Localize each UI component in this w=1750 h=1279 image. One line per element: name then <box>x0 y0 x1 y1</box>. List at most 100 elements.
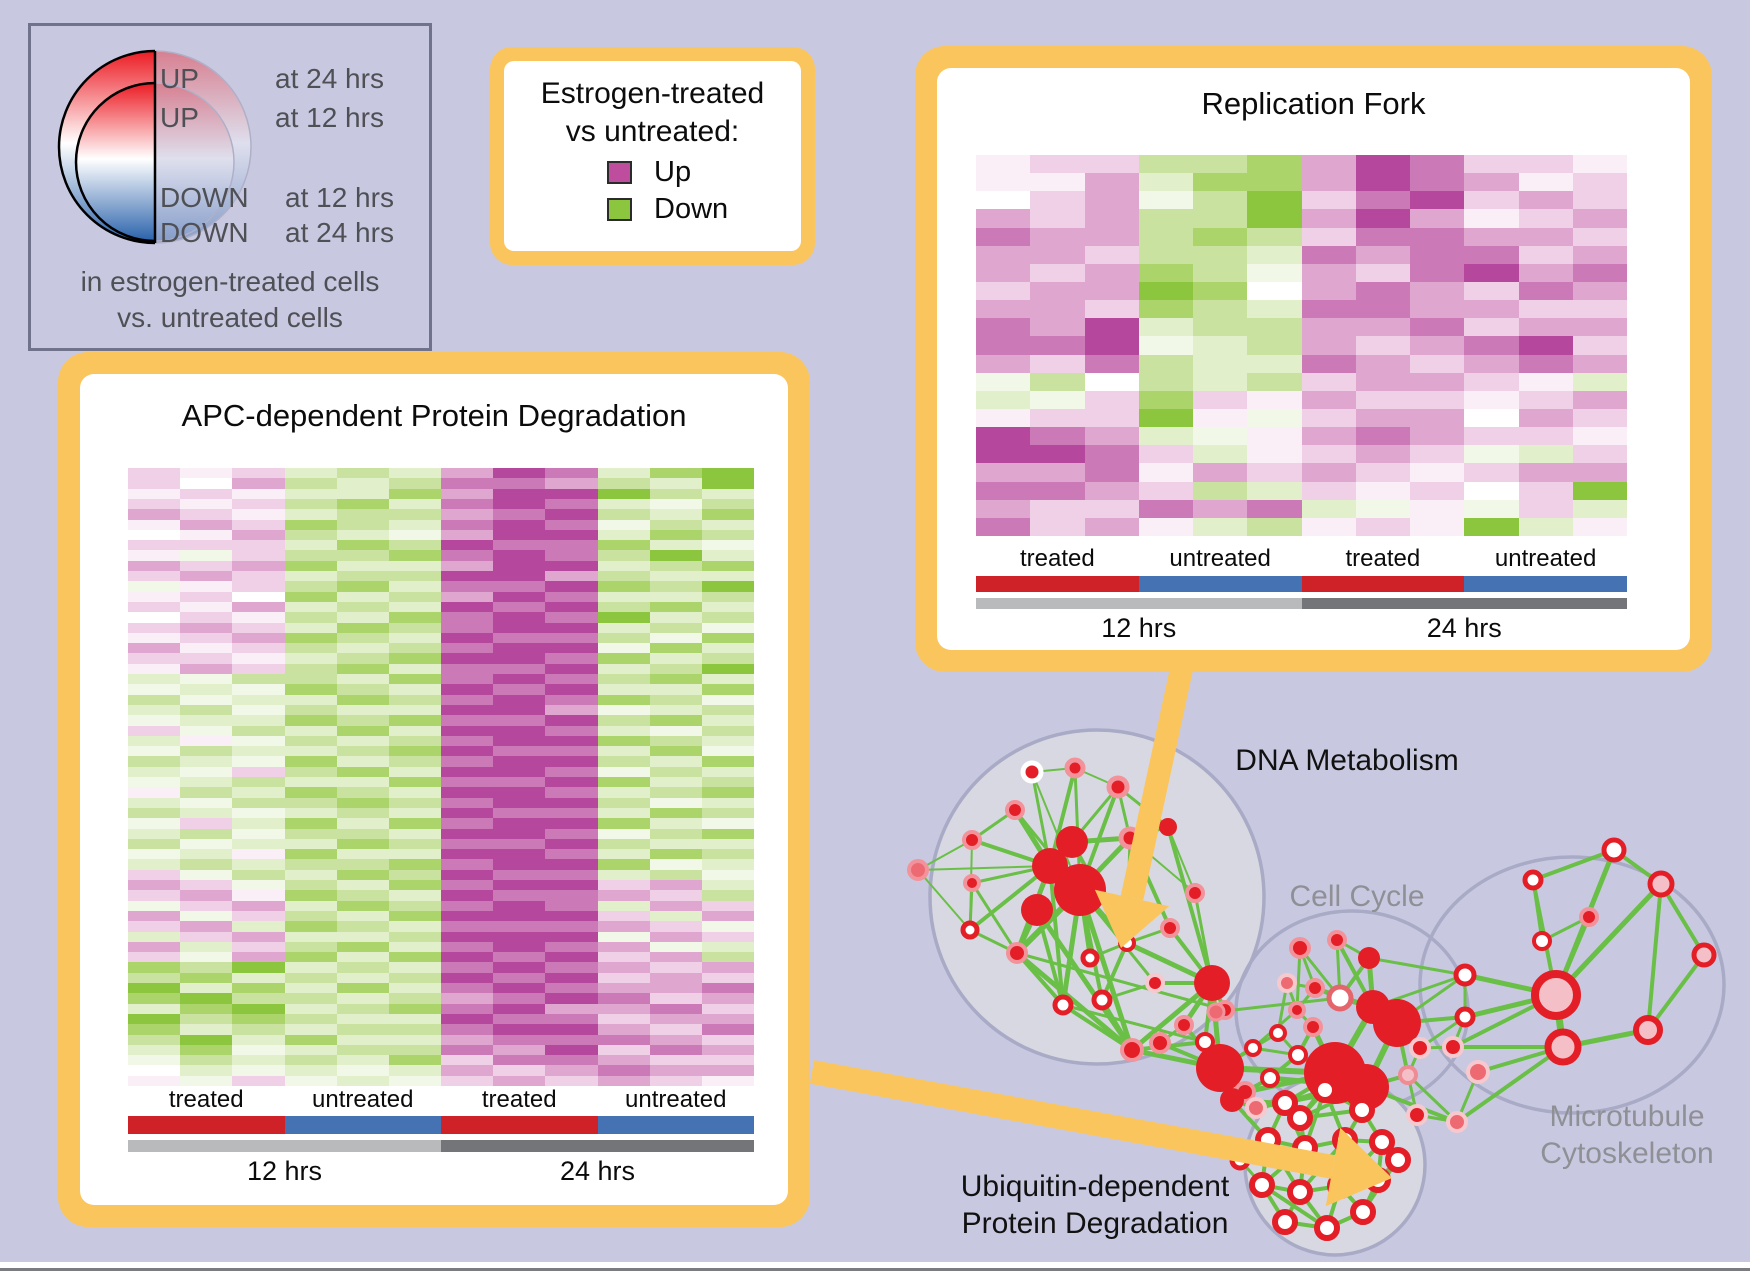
heatmap-cell <box>493 632 546 644</box>
heatmap-cell <box>180 612 233 623</box>
heatmap-cell <box>1301 372 1356 391</box>
heatmap-cell <box>180 1075 233 1086</box>
heatmap-cell <box>545 1024 598 1035</box>
heatmap-cell <box>1193 408 1248 428</box>
heatmap-cell <box>701 1075 754 1086</box>
heatmap-cell <box>976 372 1031 391</box>
heatmap-cell <box>232 807 285 819</box>
heatmap-cell <box>388 1075 441 1086</box>
heatmap-cell <box>701 921 754 932</box>
heatmap-cell <box>441 1024 494 1035</box>
heatmap-cell <box>1084 427 1139 446</box>
heatmap-cell <box>336 900 389 911</box>
heatmap-cell <box>649 519 702 530</box>
heatmap-cell <box>1138 427 1193 446</box>
heatmap-cell <box>441 1075 494 1086</box>
heatmap-cell <box>128 529 181 541</box>
heatmap-cell <box>1355 517 1410 536</box>
heatmap-cell <box>493 910 546 922</box>
heatmap-cell <box>388 993 441 1004</box>
heatmap-cell <box>180 838 233 850</box>
heatmap-cell <box>701 931 754 942</box>
heatmap-cell <box>545 972 598 983</box>
heatmap-cell <box>597 962 650 973</box>
heatmap-cell <box>1247 445 1302 464</box>
heatmap-cell <box>701 993 754 1004</box>
heatmap-cell <box>232 632 285 644</box>
heatmap-cell <box>232 787 285 798</box>
heatmap-cell <box>701 1034 754 1045</box>
heatmap-cell <box>545 1044 598 1056</box>
heatmap-cell <box>493 540 546 551</box>
heatmap-cell <box>284 1034 337 1045</box>
heatmap-cell <box>1030 390 1085 409</box>
heatmap-cell <box>388 601 441 613</box>
heatmap-cell <box>1355 463 1410 482</box>
heatmap-cell <box>128 1044 181 1056</box>
heatmap-cell <box>284 849 337 860</box>
heatmap-cell <box>649 684 702 695</box>
heatmap-cell <box>232 859 285 870</box>
heatmap-cell <box>1518 155 1573 174</box>
heatmap-cell <box>388 972 441 983</box>
heatmap-cell <box>336 797 389 808</box>
heatmap-cell <box>336 663 389 674</box>
heatmap-cell <box>597 540 650 551</box>
heatmap-cell <box>1193 517 1248 536</box>
heatmap-cell <box>1247 209 1302 228</box>
heatmap-cell <box>545 612 598 623</box>
heatmap-cell <box>128 735 181 747</box>
timepoint-label: 12 hrs <box>246 1156 323 1186</box>
heatmap-cell <box>1518 336 1573 355</box>
heatmap-cell <box>1030 372 1085 391</box>
heatmap-cell <box>388 591 441 602</box>
heatmap-cell <box>1572 354 1627 373</box>
heatmap-cell <box>493 622 546 633</box>
heatmap-cell <box>1301 354 1356 373</box>
heatmap-cell <box>493 900 546 911</box>
heatmap-cell <box>388 1013 441 1025</box>
heatmap-cell <box>1030 517 1085 536</box>
heatmap-cell <box>1518 481 1573 500</box>
heatmap-cell <box>976 155 1031 174</box>
heatmap-cell <box>336 869 389 880</box>
heatmap-cell <box>1464 445 1519 464</box>
heatmap-cell <box>1301 281 1356 301</box>
heatmap-cell <box>649 1044 702 1056</box>
heatmap-cell <box>180 880 233 891</box>
heatmap-cell <box>649 890 702 901</box>
column-group-label: treated <box>168 1086 244 1113</box>
heatmap-cell <box>545 1013 598 1025</box>
heatmap-cell <box>441 643 494 654</box>
heatmap-cell <box>336 488 389 499</box>
heatmap-cell <box>597 972 650 983</box>
replication-fork-panel: Replication Fork treated untreated treated… <box>915 46 1712 672</box>
heatmap-cell <box>232 509 285 520</box>
heatmap-cell <box>1572 390 1627 409</box>
heatmap-cell <box>493 478 546 489</box>
heatmap-cell <box>649 540 702 551</box>
heatmap-cell <box>597 632 650 644</box>
heatmap-cell <box>388 571 441 582</box>
heatmap-cell <box>441 1044 494 1056</box>
heatmap-cell <box>1572 281 1627 301</box>
heatmap-cell <box>336 674 389 685</box>
heatmap-cell <box>128 952 181 963</box>
heatmap-cell <box>649 632 702 644</box>
heatmap-cell <box>284 900 337 911</box>
heatmap-cell <box>336 1034 389 1045</box>
heatmap-cell <box>388 632 441 644</box>
heatmap-cell <box>128 540 181 551</box>
heatmap-cell <box>336 509 389 520</box>
heatmap-cell <box>284 787 337 798</box>
heatmap-cell <box>649 797 702 808</box>
heatmap-cell <box>232 601 285 613</box>
heatmap-cell <box>180 849 233 860</box>
heatmap-cell <box>388 509 441 520</box>
heatmap-cell <box>388 653 441 664</box>
column-group-label: treated <box>1020 545 1095 572</box>
heatmap-cell <box>1518 263 1573 282</box>
heatmap-cell <box>128 478 181 489</box>
heatmap-cell <box>1193 191 1248 210</box>
timepoint-color-bar <box>128 1140 441 1152</box>
